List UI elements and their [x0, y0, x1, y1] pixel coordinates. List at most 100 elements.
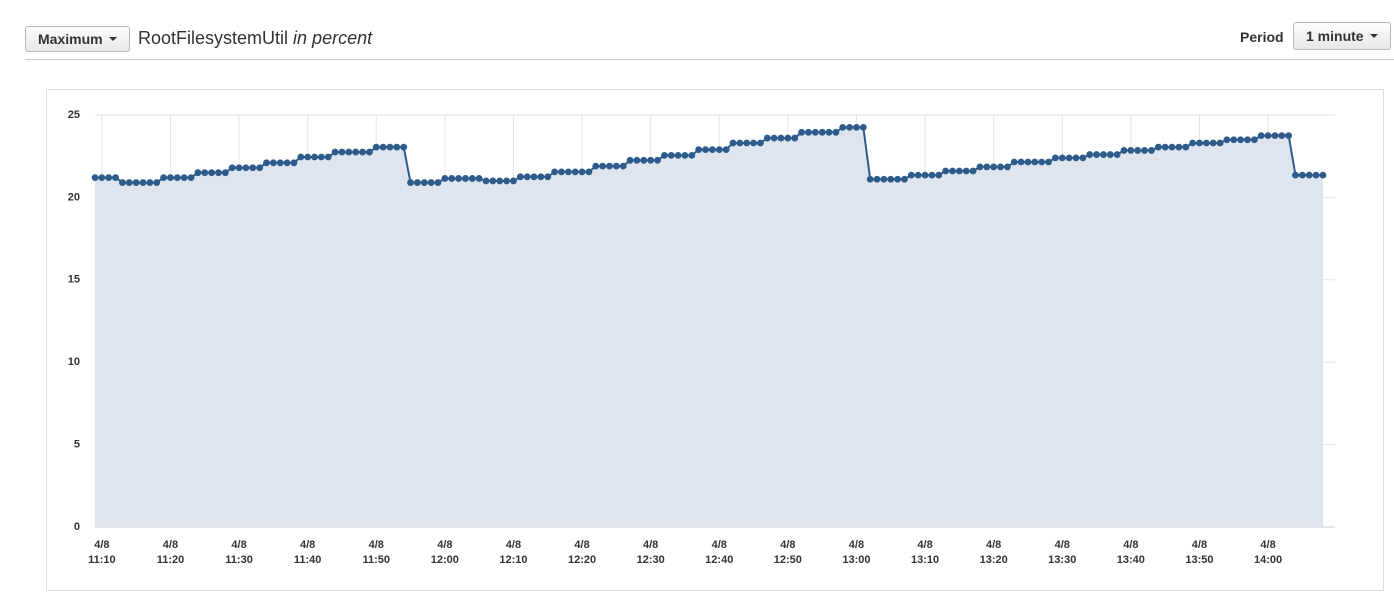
point	[1093, 151, 1100, 158]
point	[770, 134, 778, 142]
point	[1244, 136, 1251, 144]
y-tick-label: 15	[68, 274, 80, 286]
point	[612, 162, 620, 170]
point	[462, 175, 469, 182]
point	[153, 179, 161, 186]
point	[1106, 151, 1114, 158]
point	[1120, 147, 1128, 154]
y-tick-label: 0	[74, 521, 80, 533]
point	[263, 159, 270, 167]
point	[311, 153, 318, 161]
point	[455, 175, 462, 182]
point	[599, 162, 607, 170]
point	[1230, 136, 1238, 144]
statistic-text: Maximum	[38, 31, 103, 47]
point	[1100, 151, 1107, 158]
point	[345, 148, 353, 156]
point	[578, 168, 586, 176]
point	[146, 179, 154, 186]
point	[750, 139, 757, 147]
point	[112, 174, 119, 182]
point	[777, 134, 785, 142]
metric-unit: in percent	[293, 28, 373, 48]
point	[1127, 147, 1135, 154]
point	[269, 159, 277, 167]
point	[516, 173, 524, 181]
point	[832, 128, 840, 136]
chart-panel	[46, 89, 1384, 591]
point	[221, 169, 229, 177]
point	[489, 177, 497, 185]
statistic-dropdown[interactable]: Maximum	[25, 26, 130, 52]
point	[647, 156, 655, 164]
point	[201, 169, 209, 177]
y-tick-label: 20	[68, 191, 80, 203]
point	[1271, 132, 1279, 140]
point	[1278, 132, 1286, 140]
point	[1189, 139, 1196, 147]
point	[242, 164, 250, 172]
point	[482, 177, 490, 185]
point	[1010, 158, 1018, 166]
point	[757, 139, 764, 147]
point	[1168, 143, 1176, 151]
point	[1175, 143, 1183, 151]
x-tick-label: 4/8 11:40	[293, 539, 322, 566]
point	[585, 168, 593, 176]
point	[880, 175, 888, 183]
point	[434, 179, 442, 186]
point	[1031, 158, 1039, 166]
point	[901, 175, 908, 183]
x-tick-label: 4/8 12:00	[430, 539, 459, 566]
point	[215, 169, 222, 177]
point	[571, 168, 579, 176]
point	[564, 168, 572, 176]
point	[1003, 163, 1011, 171]
caret	[108, 37, 117, 41]
point	[1202, 139, 1210, 147]
point	[955, 167, 963, 175]
point	[393, 143, 401, 151]
point	[180, 174, 188, 182]
point	[228, 164, 236, 172]
point	[160, 174, 168, 182]
point	[715, 146, 723, 154]
period-text: 1 minute	[1306, 28, 1364, 44]
point	[1292, 171, 1299, 179]
point	[667, 151, 675, 159]
point	[949, 167, 956, 175]
point	[887, 175, 895, 183]
x-tick-label: 4/8 11:20	[156, 539, 185, 566]
point	[969, 167, 977, 175]
point	[1148, 147, 1155, 154]
point	[1196, 139, 1203, 147]
point	[359, 148, 366, 156]
point	[818, 128, 826, 136]
point	[249, 164, 257, 172]
point	[798, 128, 805, 136]
point	[688, 151, 696, 159]
point	[846, 123, 853, 131]
point	[283, 159, 291, 167]
point	[530, 173, 538, 181]
point	[386, 143, 394, 151]
x-tick-label: 4/8 12:30	[636, 539, 665, 566]
divider	[25, 59, 1394, 60]
point	[1134, 147, 1142, 154]
point	[1264, 132, 1272, 140]
point	[427, 179, 435, 186]
point	[1052, 154, 1059, 162]
point	[372, 143, 380, 151]
period-dropdown[interactable]: 1 minute	[1293, 22, 1391, 50]
point	[1024, 158, 1032, 166]
x-tick-label: 4/8 13:30	[1048, 539, 1077, 566]
x-tick-label: 4/8 13:40	[1116, 539, 1145, 566]
x-tick-label: 4/8 12:10	[499, 539, 528, 566]
point	[1285, 132, 1293, 140]
point	[276, 159, 284, 167]
point	[1209, 139, 1217, 147]
point	[791, 134, 799, 142]
point	[139, 179, 147, 186]
point	[558, 168, 565, 176]
